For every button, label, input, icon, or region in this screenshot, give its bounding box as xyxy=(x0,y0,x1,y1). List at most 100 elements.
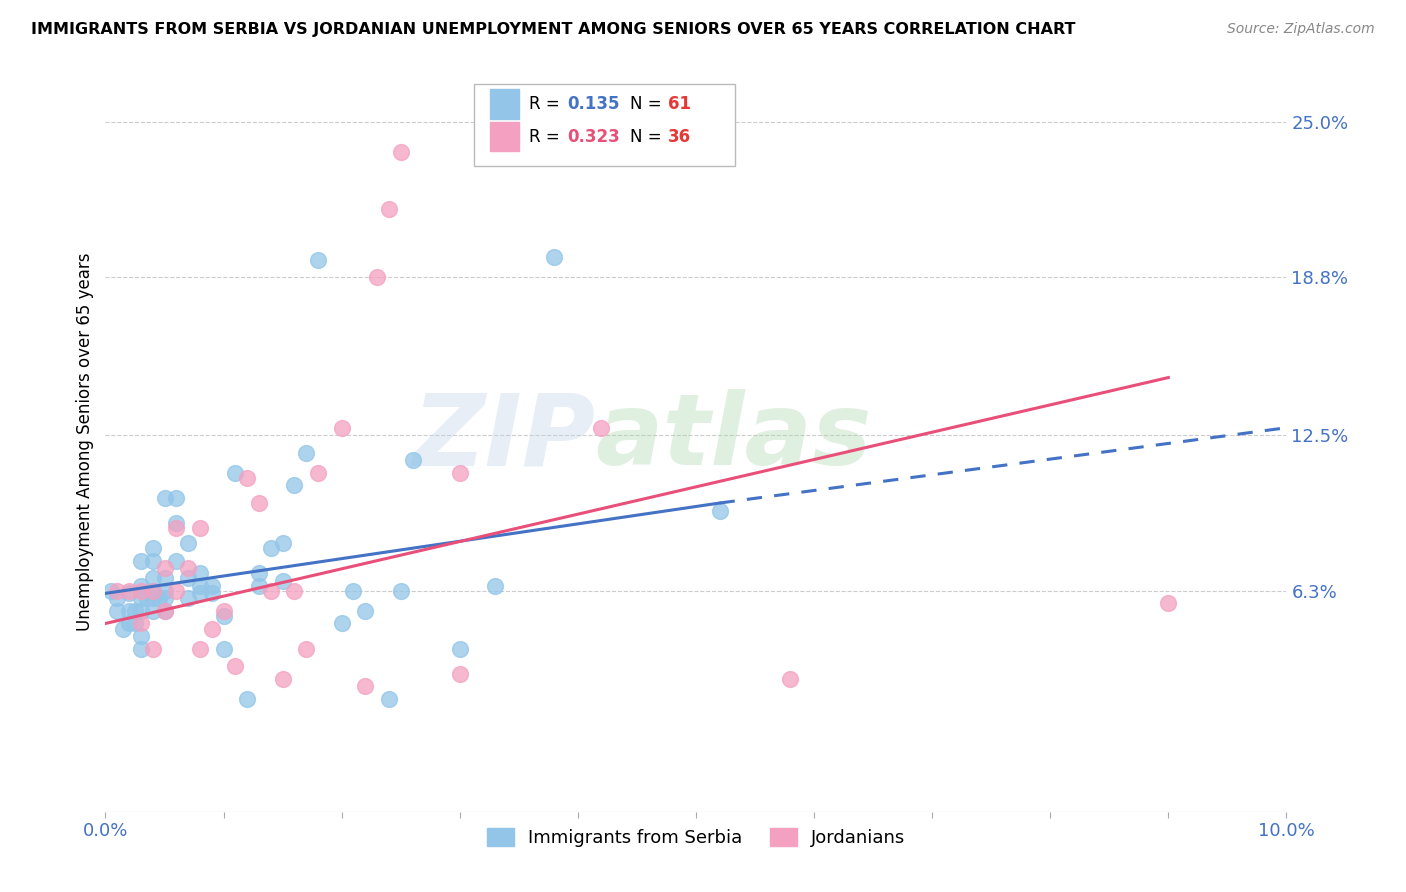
Point xyxy=(142,583,165,598)
Point xyxy=(378,202,401,217)
FancyBboxPatch shape xyxy=(491,121,519,152)
Point xyxy=(283,478,305,492)
Point xyxy=(118,604,141,618)
Point xyxy=(153,571,176,585)
Point xyxy=(271,536,294,550)
Text: R =: R = xyxy=(530,128,565,145)
Point xyxy=(330,421,353,435)
Point xyxy=(188,586,211,600)
Point xyxy=(591,421,613,435)
Point xyxy=(177,561,200,575)
Point xyxy=(212,604,235,618)
Point xyxy=(401,453,423,467)
Point xyxy=(330,616,353,631)
FancyBboxPatch shape xyxy=(491,89,519,119)
Text: R =: R = xyxy=(530,95,565,113)
Point xyxy=(135,591,157,606)
Text: N =: N = xyxy=(630,95,666,113)
Point xyxy=(142,583,165,598)
Point xyxy=(389,145,412,159)
Point xyxy=(212,641,235,656)
Point xyxy=(142,554,165,568)
Point xyxy=(307,466,329,480)
Point xyxy=(177,591,200,606)
Point xyxy=(236,691,259,706)
Point xyxy=(342,583,364,598)
Point xyxy=(165,516,187,530)
Text: 61: 61 xyxy=(668,95,690,113)
Point xyxy=(366,270,388,285)
Point xyxy=(153,583,176,598)
Point xyxy=(105,583,128,598)
Point xyxy=(188,521,211,535)
Point xyxy=(165,554,187,568)
Point xyxy=(188,566,211,581)
Text: atlas: atlas xyxy=(596,389,872,486)
Point xyxy=(105,591,128,606)
Point xyxy=(118,583,141,598)
Text: 0.323: 0.323 xyxy=(567,128,620,145)
Point xyxy=(236,471,259,485)
Point xyxy=(105,604,128,618)
Point xyxy=(378,691,401,706)
Point xyxy=(129,616,152,631)
Point xyxy=(129,554,152,568)
Point xyxy=(142,591,165,606)
Point xyxy=(247,566,270,581)
Point xyxy=(484,579,506,593)
Point xyxy=(779,672,801,686)
Point xyxy=(112,622,135,636)
Point xyxy=(153,561,176,575)
Point xyxy=(165,583,187,598)
Point xyxy=(224,659,246,673)
Y-axis label: Unemployment Among Seniors over 65 years: Unemployment Among Seniors over 65 years xyxy=(76,252,94,631)
Point xyxy=(153,491,176,505)
Point xyxy=(165,491,187,505)
Point xyxy=(129,629,152,643)
Point xyxy=(129,591,152,606)
Point xyxy=(129,604,152,618)
Point xyxy=(260,583,283,598)
Point xyxy=(201,622,224,636)
Point xyxy=(508,139,530,153)
FancyBboxPatch shape xyxy=(474,84,735,166)
Point xyxy=(142,641,165,656)
Text: N =: N = xyxy=(630,128,666,145)
Point xyxy=(260,541,283,556)
Point xyxy=(295,446,318,460)
Point xyxy=(165,521,187,535)
Point xyxy=(142,604,165,618)
Point xyxy=(354,679,377,693)
Point xyxy=(449,466,471,480)
Point xyxy=(129,579,152,593)
Text: ZIP: ZIP xyxy=(412,389,596,486)
Legend: Immigrants from Serbia, Jordanians: Immigrants from Serbia, Jordanians xyxy=(479,821,912,855)
Point xyxy=(247,496,270,510)
Point xyxy=(389,583,412,598)
Point xyxy=(709,503,731,517)
Point xyxy=(201,586,224,600)
Point xyxy=(295,641,318,656)
Point xyxy=(153,604,176,618)
Point xyxy=(118,586,141,600)
Point xyxy=(142,571,165,585)
Point xyxy=(129,641,152,656)
Point xyxy=(118,616,141,631)
Point xyxy=(153,604,176,618)
Point xyxy=(354,604,377,618)
Point xyxy=(129,583,152,598)
Point xyxy=(201,579,224,593)
Point xyxy=(188,641,211,656)
Point xyxy=(153,591,176,606)
Point xyxy=(1157,596,1180,610)
Point xyxy=(100,583,122,598)
Point xyxy=(307,252,329,267)
Text: Source: ZipAtlas.com: Source: ZipAtlas.com xyxy=(1227,22,1375,37)
Point xyxy=(247,579,270,593)
Point xyxy=(177,571,200,585)
Point xyxy=(124,616,146,631)
Point xyxy=(283,583,305,598)
Point xyxy=(188,579,211,593)
Point xyxy=(124,604,146,618)
Text: 36: 36 xyxy=(668,128,690,145)
